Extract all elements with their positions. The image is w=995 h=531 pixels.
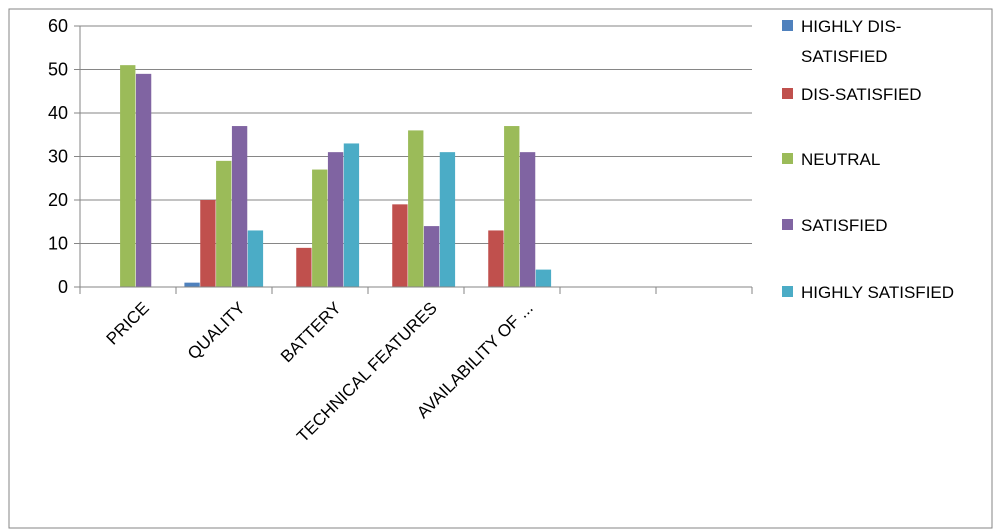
- bar: [184, 282, 200, 287]
- legend-label: HIGHLY DIS-: [801, 17, 901, 36]
- y-tick-labels: 0 10 20 30 40 50 60: [48, 16, 68, 297]
- bar: [200, 200, 216, 287]
- bar: [135, 73, 152, 287]
- bar: [408, 130, 424, 287]
- bar: [535, 269, 552, 287]
- y-tick-label: 10: [48, 234, 68, 254]
- legend-swatch: [782, 219, 793, 230]
- bar: [423, 226, 440, 287]
- legend-swatch: [782, 88, 793, 99]
- gridlines: [80, 25, 752, 244]
- y-tick-label: 0: [58, 277, 68, 297]
- y-tick-label: 50: [48, 60, 68, 80]
- bar: [296, 247, 312, 287]
- bar: [439, 152, 456, 287]
- bar: [327, 152, 344, 287]
- y-tick-label: 40: [48, 103, 68, 123]
- axes: [74, 25, 753, 294]
- bar: [120, 65, 136, 288]
- legend-label: SATISFIED: [801, 47, 888, 66]
- legend-label: HIGHLY SATISFIED: [801, 283, 954, 302]
- bar: [216, 160, 232, 287]
- legend-label: NEUTRAL: [801, 150, 880, 169]
- bar: [488, 230, 504, 287]
- bar: [343, 143, 360, 287]
- bar: [504, 126, 520, 287]
- bar: [519, 152, 536, 287]
- legend-swatch: [782, 20, 793, 31]
- y-tick-label: 30: [48, 147, 68, 167]
- legend: HIGHLY DIS- SATISFIED DIS-SATISFIED NEUTRAL…: [782, 17, 954, 302]
- legend-swatch: [782, 153, 793, 164]
- bar: [247, 230, 264, 287]
- y-tick-label: 20: [48, 190, 68, 210]
- bar: [231, 126, 248, 287]
- bars: [120, 65, 552, 288]
- legend-label: DIS-SATISFIED: [801, 85, 922, 104]
- legend-label: SATISFIED: [801, 216, 888, 235]
- legend-swatch: [782, 286, 793, 297]
- bar: [312, 169, 328, 287]
- bar: [392, 204, 408, 287]
- y-tick-label: 60: [48, 16, 68, 36]
